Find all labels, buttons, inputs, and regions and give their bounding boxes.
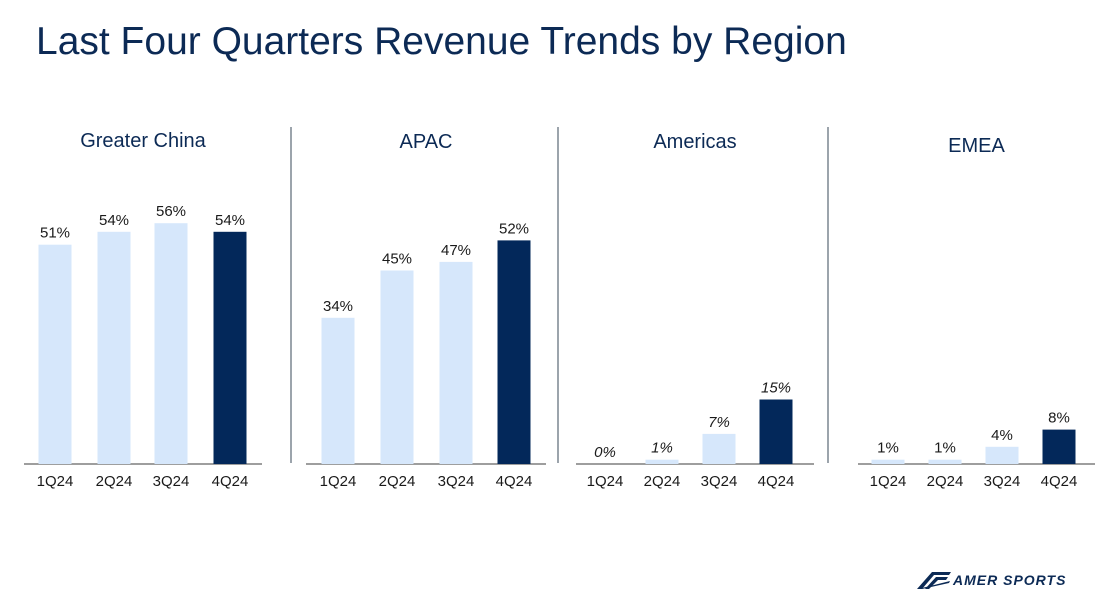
emea-tick-label: 2Q24 (927, 473, 964, 490)
americas-bar-4q24 (759, 399, 793, 464)
greater-china-value-label: 54% (99, 212, 129, 229)
americas-value-label: 7% (708, 414, 730, 431)
greater-china-value-label: 51% (40, 225, 70, 242)
apac-tick-label: 4Q24 (496, 473, 533, 490)
emea-value-label: 1% (934, 440, 956, 457)
americas-tick-label: 1Q24 (587, 473, 624, 490)
greater-china-tick-label: 3Q24 (153, 473, 190, 490)
emea-bar-1q24 (871, 459, 905, 464)
emea-value-label: 1% (877, 440, 899, 457)
americas-bar-2q24 (645, 459, 679, 464)
emea-value-label: 8% (1048, 410, 1070, 427)
apac-tick-label: 2Q24 (379, 473, 416, 490)
greater-china-bar-4q24 (213, 231, 247, 464)
americas-value-label: 15% (761, 380, 791, 397)
apac-value-label: 45% (382, 251, 412, 268)
apac-bar-3q24 (439, 261, 473, 464)
amer-sports-logo-icon (917, 572, 951, 589)
americas-bar-3q24 (702, 433, 736, 464)
apac-value-label: 47% (441, 242, 471, 259)
greater-china-bar-2q24 (97, 231, 131, 464)
amer-sports-logo: AMER SPORTS (916, 568, 1096, 592)
americas-title: Americas (653, 131, 736, 153)
greater-china-bar-3q24 (154, 223, 188, 464)
emea-tick-label: 3Q24 (984, 473, 1021, 490)
page-title: Last Four Quarters Revenue Trends by Reg… (36, 20, 847, 63)
americas-tick-label: 4Q24 (758, 473, 795, 490)
americas-tick-label: 3Q24 (701, 473, 738, 490)
apac-tick-label: 1Q24 (320, 473, 357, 490)
americas-value-label: 0% (594, 444, 616, 461)
brand-name: AMER SPORTS (953, 572, 1067, 588)
emea-tick-label: 1Q24 (870, 473, 907, 490)
emea-bar-4q24 (1042, 429, 1076, 464)
americas-tick-label: 2Q24 (644, 473, 681, 490)
apac-title: APAC (400, 131, 453, 153)
apac-bar-4q24 (497, 240, 531, 464)
greater-china-tick-label: 1Q24 (37, 473, 74, 490)
emea-value-label: 4% (991, 427, 1013, 444)
emea-bar-3q24 (985, 446, 1019, 464)
greater-china-tick-label: 4Q24 (212, 473, 249, 490)
americas-value-label: 1% (651, 440, 673, 457)
apac-bar-1q24 (321, 317, 355, 464)
apac-tick-label: 3Q24 (438, 473, 475, 490)
greater-china-tick-label: 2Q24 (96, 473, 133, 490)
apac-value-label: 34% (323, 298, 353, 315)
emea-title: EMEA (948, 135, 1005, 157)
greater-china-value-label: 54% (215, 212, 245, 229)
apac-bar-2q24 (380, 270, 414, 464)
greater-china-title: Greater China (80, 130, 206, 152)
emea-tick-label: 4Q24 (1041, 473, 1078, 490)
apac-value-label: 52% (499, 220, 529, 237)
greater-china-bar-1q24 (38, 244, 72, 464)
greater-china-value-label: 56% (156, 203, 186, 220)
emea-bar-2q24 (928, 459, 962, 464)
